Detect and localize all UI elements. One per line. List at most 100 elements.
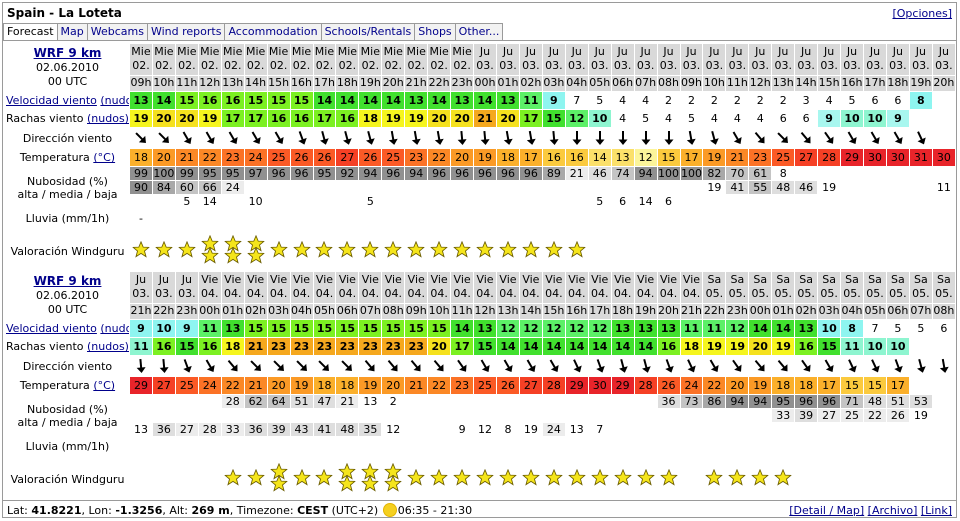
day-cell: Sa 05. bbox=[909, 272, 932, 303]
temperature-cell: 26 bbox=[290, 149, 313, 166]
day-cell: Mie 02. bbox=[152, 44, 175, 75]
model-date: 02.06.2010 bbox=[36, 61, 99, 74]
wind-cell: 2 bbox=[703, 92, 726, 109]
day-cell: Ju 03. bbox=[680, 44, 703, 75]
temperature-cell: 21 bbox=[726, 149, 749, 166]
wind-cell: 11 bbox=[519, 92, 542, 109]
wind-cell: 14 bbox=[474, 92, 496, 109]
cloud-cell bbox=[359, 409, 382, 422]
day-cell: Sa 05. bbox=[818, 272, 841, 303]
temperature-cell: 12 bbox=[634, 149, 657, 166]
rain-cell bbox=[749, 437, 771, 456]
temperature-units-link[interactable]: (°C) bbox=[93, 379, 116, 392]
hour-cell: 10h bbox=[152, 75, 175, 91]
rating-star-icon bbox=[451, 229, 473, 273]
tab-webcams[interactable]: Webcams bbox=[87, 23, 148, 41]
rating-star-icon bbox=[314, 457, 336, 501]
tab-map[interactable]: Map bbox=[57, 23, 88, 41]
day-cell: Mie 02. bbox=[244, 44, 267, 75]
gust-cell: 23 bbox=[405, 338, 428, 355]
gust-cell: 20 bbox=[451, 110, 474, 127]
wind-units-link[interactable]: (nudos) bbox=[100, 322, 129, 335]
day-label: Ju bbox=[892, 45, 904, 59]
temperature-units-link[interactable]: (°C) bbox=[93, 151, 116, 164]
gust-row: Rachas viento (nudos) 11 16 15 16 18 21 23 23 23 2… bbox=[6, 338, 955, 355]
wind-speed-link[interactable]: Velocidad viento bbox=[6, 94, 97, 107]
temperature-cell: 23 bbox=[451, 377, 474, 394]
day-cell: Ju 03. bbox=[909, 44, 932, 75]
cloud-cell: 71 bbox=[841, 395, 863, 408]
cloud-cell: 12 bbox=[382, 423, 405, 436]
cloud-cell bbox=[932, 395, 955, 408]
wind-direction-arrow-icon bbox=[428, 128, 450, 148]
cloud-cell bbox=[405, 409, 428, 422]
wind-cell: 11 bbox=[703, 320, 726, 337]
day-cell: Vie 04. bbox=[336, 272, 359, 303]
cloud-cell bbox=[267, 409, 290, 422]
tab-shops[interactable]: Shops bbox=[415, 23, 456, 41]
detail-map-link[interactable]: [Detail / Map] bbox=[789, 504, 865, 517]
cloud-cell bbox=[680, 423, 703, 436]
model-link[interactable]: WRF 9 km bbox=[33, 46, 102, 60]
temperature-cell: 22 bbox=[198, 149, 221, 166]
wind-cell: 14 bbox=[382, 92, 405, 109]
day-cell: Vie 04. bbox=[451, 272, 474, 303]
cloud-row-high: Nubosidad (%) alta / media / baja 28 62 64 51… bbox=[6, 395, 955, 436]
gust-cell: 11 bbox=[130, 338, 152, 355]
wind-cell: 15 bbox=[359, 320, 382, 337]
wind-units-link[interactable]: (nudos) bbox=[100, 94, 129, 107]
day-label: Ju bbox=[548, 45, 559, 59]
cloud-label: Nubosidad (%) alta / media / baja bbox=[6, 167, 129, 208]
rating-star-icon bbox=[359, 229, 381, 273]
hour-cell: 05h bbox=[588, 75, 611, 91]
cloud-cell: 99 bbox=[175, 167, 198, 180]
hour-cell: 11h bbox=[726, 75, 749, 91]
cloud-cell bbox=[198, 409, 221, 422]
cloud-cell: 55 bbox=[749, 181, 772, 194]
cloud-cell bbox=[703, 195, 726, 208]
gust-row: Rachas viento (nudos) 19 20 20 19 17 17 16 16 17 1… bbox=[6, 110, 955, 127]
link-link[interactable]: [Link] bbox=[920, 504, 952, 517]
gust-cell: 21 bbox=[474, 110, 496, 127]
wind-direction-arrow-icon bbox=[818, 356, 840, 376]
gust-units-link[interactable]: (nudos) bbox=[87, 112, 129, 125]
date-label: 04. bbox=[384, 287, 403, 301]
rain-cell bbox=[726, 209, 748, 228]
hour-cell: 13h bbox=[772, 75, 795, 91]
rain-cell bbox=[336, 209, 358, 228]
rating-star-icon bbox=[933, 229, 955, 273]
cloud-cell: 96 bbox=[290, 167, 313, 180]
day-cell: Ju 03. bbox=[497, 44, 519, 75]
tab-other[interactable]: Other... bbox=[455, 23, 504, 41]
cloud-cell bbox=[451, 409, 474, 422]
cloud-cell bbox=[497, 195, 519, 208]
date-label: 03. bbox=[132, 287, 150, 301]
rain-label: Lluvia (mm/1h) bbox=[6, 209, 129, 228]
gust-units-link[interactable]: (nudos) bbox=[87, 340, 129, 353]
wind-direction-arrow-icon bbox=[887, 356, 909, 376]
cloud-cell: 5 bbox=[175, 195, 198, 208]
hour-cell: 18h bbox=[886, 75, 909, 91]
date-label: 02. bbox=[430, 59, 448, 73]
opciones-link[interactable]: [Opciones] bbox=[892, 7, 952, 20]
archivo-link[interactable]: [Archivo] bbox=[867, 504, 918, 517]
temperature-label: Temperatura (°C) bbox=[6, 149, 129, 166]
wind-cell: 13 bbox=[451, 92, 474, 109]
day-label: Ju bbox=[181, 273, 192, 287]
rain-cell bbox=[291, 437, 313, 456]
day-label: Ju bbox=[869, 45, 881, 59]
tab-schools-rentals[interactable]: Schools/Rentals bbox=[321, 23, 416, 41]
tab-wind-reports[interactable]: Wind reports bbox=[147, 23, 226, 41]
cloud-cell: 96 bbox=[451, 167, 474, 180]
temperature-cell: 28 bbox=[542, 377, 565, 394]
gust-cell: 23 bbox=[359, 338, 382, 355]
model-link[interactable]: WRF 9 km bbox=[33, 274, 102, 288]
rating-star-icon bbox=[841, 229, 863, 273]
rating-star-icon bbox=[589, 229, 611, 273]
date-label: 04. bbox=[246, 287, 265, 301]
tab-forecast[interactable]: Forecast bbox=[3, 23, 58, 41]
tab-accommodation[interactable]: Accommodation bbox=[225, 23, 322, 41]
hour-cell: 02h bbox=[244, 303, 267, 319]
wind-cell: 13 bbox=[634, 320, 657, 337]
wind-speed-link[interactable]: Velocidad viento bbox=[6, 322, 97, 335]
